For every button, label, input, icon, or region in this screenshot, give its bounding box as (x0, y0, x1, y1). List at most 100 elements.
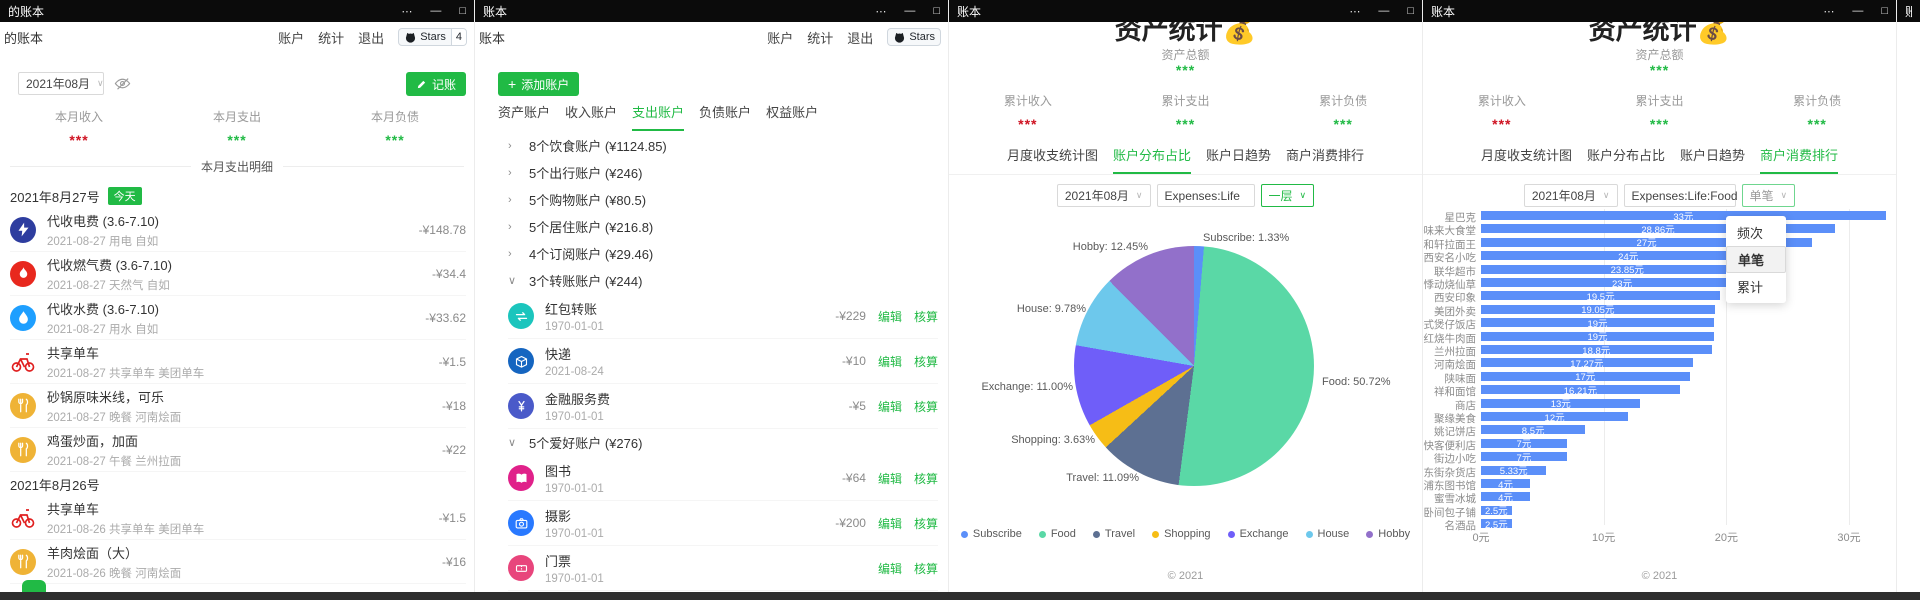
legend-label: Hobby (1378, 528, 1411, 540)
transaction-row[interactable]: 代收水费 (3.6-7.10) 2021-08-27 用水 自如 -¥33.62 (10, 296, 466, 340)
legend-item[interactable]: Exchange (1227, 528, 1289, 540)
account-group-row[interactable]: › 5个购物账户 (¥80.5) (508, 186, 938, 213)
transaction-row[interactable]: 砂锅原味米线，可乐 2021-08-27 晚餐 河南烩面 -¥18 (10, 384, 466, 428)
tab-3[interactable]: 商户消费排行 (1286, 148, 1365, 163)
legend-item[interactable]: House (1305, 528, 1349, 540)
window-maximize-icon[interactable]: □ (1407, 5, 1414, 17)
bar: 33元 (1481, 211, 1886, 223)
legend-item[interactable]: Food (1038, 528, 1076, 540)
month-select[interactable]: 2021年08月 ∨ (1056, 184, 1151, 207)
tab-3[interactable]: 负债账户 (699, 105, 752, 120)
audit-link[interactable]: 核算 (913, 309, 938, 324)
audit-link[interactable]: 核算 (913, 471, 938, 486)
eye-off-icon[interactable] (114, 75, 131, 92)
legend-dot (1092, 530, 1100, 538)
account-row[interactable]: 门票 1970-01-01 编辑 核算 (508, 546, 938, 591)
bar-value-label: 5.33元 (1499, 466, 1528, 478)
depth-select[interactable]: 一层 ∨ (1260, 184, 1315, 207)
nav-link-1[interactable]: 统计 (807, 30, 834, 46)
window-maximize-icon[interactable]: □ (933, 5, 940, 17)
account-filter-input[interactable]: Expenses:Life (1156, 184, 1255, 207)
account-row[interactable]: 图书 1970-01-01 -¥64 编辑 核算 (508, 456, 938, 501)
window-menu-icon[interactable]: ⋯ (875, 5, 887, 18)
tab-1[interactable]: 账户分布占比 (1586, 148, 1665, 163)
mode-option[interactable]: 累计 (1737, 280, 1764, 295)
account-group-row[interactable]: › 4个订阅账户 (¥29.46) (508, 240, 938, 267)
audit-link[interactable]: 核算 (913, 399, 938, 414)
github-stars-badge[interactable]: Stars (887, 28, 941, 46)
window-minimize-icon[interactable]: — (1852, 5, 1864, 17)
mode-option[interactable]: 频次 (1737, 226, 1764, 241)
tab-3[interactable]: 商户消费排行 (1760, 145, 1839, 174)
audit-link[interactable]: 核算 (913, 354, 938, 369)
record-button[interactable]: 记账 (405, 72, 466, 96)
audit-link[interactable]: 核算 (913, 516, 938, 531)
audit-link[interactable]: 核算 (913, 561, 938, 576)
account-row[interactable]: 摄影 1970-01-01 -¥200 编辑 核算 (508, 501, 938, 546)
window-menu-icon[interactable]: ⋯ (1823, 5, 1835, 18)
window-minimize-icon[interactable]: — (1378, 5, 1390, 17)
legend-item[interactable]: Subscribe (960, 528, 1022, 540)
edit-link[interactable]: 编辑 (877, 354, 902, 369)
tab-0[interactable]: 月度收支统计图 (1480, 148, 1572, 163)
window-minimize-icon[interactable]: — (430, 5, 442, 17)
tab-0[interactable]: 资产账户 (498, 105, 551, 120)
tab-2[interactable]: 账户日趋势 (1680, 148, 1746, 163)
tab-1[interactable]: 收入账户 (565, 105, 618, 120)
account-group-row[interactable]: ∨ 5个爱好账户 (¥276) (508, 429, 938, 456)
window-menu-icon[interactable]: ⋯ (401, 5, 413, 18)
window-minimize-icon[interactable]: — (904, 5, 916, 17)
account-row[interactable]: 红包转账 1970-01-01 -¥229 编辑 核算 (508, 294, 938, 339)
account-row[interactable]: 快递 2021-08-24 -¥10 编辑 核算 (508, 339, 938, 384)
legend-item[interactable]: Travel (1092, 528, 1135, 540)
account-group-label: 4个订阅账户 (¥29.46) (529, 247, 654, 262)
bar-category-label: 红烧牛肉面 (1423, 332, 1477, 345)
transaction-amount: -¥18 (441, 398, 466, 413)
nav-link-1[interactable]: 统计 (318, 30, 345, 46)
window-maximize-icon[interactable]: □ (459, 5, 466, 17)
nav-link-0[interactable]: 账户 (278, 30, 305, 46)
edit-link[interactable]: 编辑 (877, 309, 902, 324)
account-group-row[interactable]: ∨ 3个转账账户 (¥244) (508, 267, 938, 294)
mode-select[interactable]: 单笔 ∨ (1741, 184, 1796, 207)
transaction-row[interactable]: 鸡蛋炒面，加面 2021-08-27 午餐 兰州拉面 -¥22 (10, 428, 466, 472)
tab-2[interactable]: 支出账户 (632, 102, 685, 131)
transaction-row[interactable]: 代收燃气费 (3.6-7.10) 2021-08-27 天然气 自如 -¥34.4 (10, 252, 466, 296)
account-row[interactable]: 金融服务费 1970-01-01 -¥5 编辑 核算 (508, 384, 938, 429)
edit-link[interactable]: 编辑 (877, 471, 902, 486)
edit-link[interactable]: 编辑 (877, 516, 902, 531)
bar-row: 美团外卖 19.05元 (1423, 303, 1896, 318)
nav-link-2[interactable]: 退出 (358, 30, 385, 46)
transaction-row[interactable]: 羊肉烩面（大） 2021-08-26 晚餐 河南烩面 -¥16 (10, 540, 466, 584)
tab-0[interactable]: 月度收支统计图 (1006, 148, 1098, 163)
meal-icon (10, 392, 36, 419)
account-group-row[interactable]: › 5个居住账户 (¥216.8) (508, 213, 938, 240)
bar-row: 和轩拉面王 27元 (1423, 236, 1896, 251)
account-group-row[interactable]: › 5个出行账户 (¥246) (508, 159, 938, 186)
add-account-button[interactable]: + 添加账户 (498, 72, 580, 96)
nav-link-0[interactable]: 账户 (767, 30, 794, 46)
github-stars-badge[interactable]: Stars 4 (398, 28, 467, 46)
window-maximize-icon[interactable]: □ (1881, 5, 1888, 17)
account-group-row[interactable]: › 8个饮食账户 (¥1124.85) (508, 132, 938, 159)
edit-link[interactable]: 编辑 (877, 561, 902, 576)
bar: 28.86元 (1481, 224, 1836, 236)
transaction-row[interactable]: 代收电费 (3.6-7.10) 2021-08-27 用电 自如 -¥148.78 (10, 208, 466, 252)
edit-link[interactable]: 编辑 (877, 399, 902, 414)
stat-label: 本月负债 (370, 110, 419, 124)
transaction-row[interactable]: 共享单车 2021-08-26 共享单车 美团单车 -¥1.5 (10, 496, 466, 540)
account-filter-input[interactable]: Expenses:Life:Food (1623, 184, 1738, 207)
tab-4[interactable]: 权益账户 (766, 105, 819, 120)
transfer-icon (515, 311, 527, 321)
account-title: 摄影 (545, 509, 572, 524)
tab-2[interactable]: 账户日趋势 (1206, 148, 1272, 163)
legend-item[interactable]: Hobby (1366, 528, 1410, 540)
mode-option[interactable]: 单笔 (1726, 246, 1786, 273)
nav-link-2[interactable]: 退出 (847, 30, 874, 46)
legend-item[interactable]: Shopping (1152, 528, 1211, 540)
month-select[interactable]: 2021年08月 ∨ (18, 72, 104, 95)
window-menu-icon[interactable]: ⋯ (1349, 5, 1361, 18)
month-select[interactable]: 2021年08月 ∨ (1523, 184, 1618, 207)
tab-1[interactable]: 账户分布占比 (1112, 145, 1191, 174)
transaction-row[interactable]: 共享单车 2021-08-27 共享单车 美团单车 -¥1.5 (10, 340, 466, 384)
